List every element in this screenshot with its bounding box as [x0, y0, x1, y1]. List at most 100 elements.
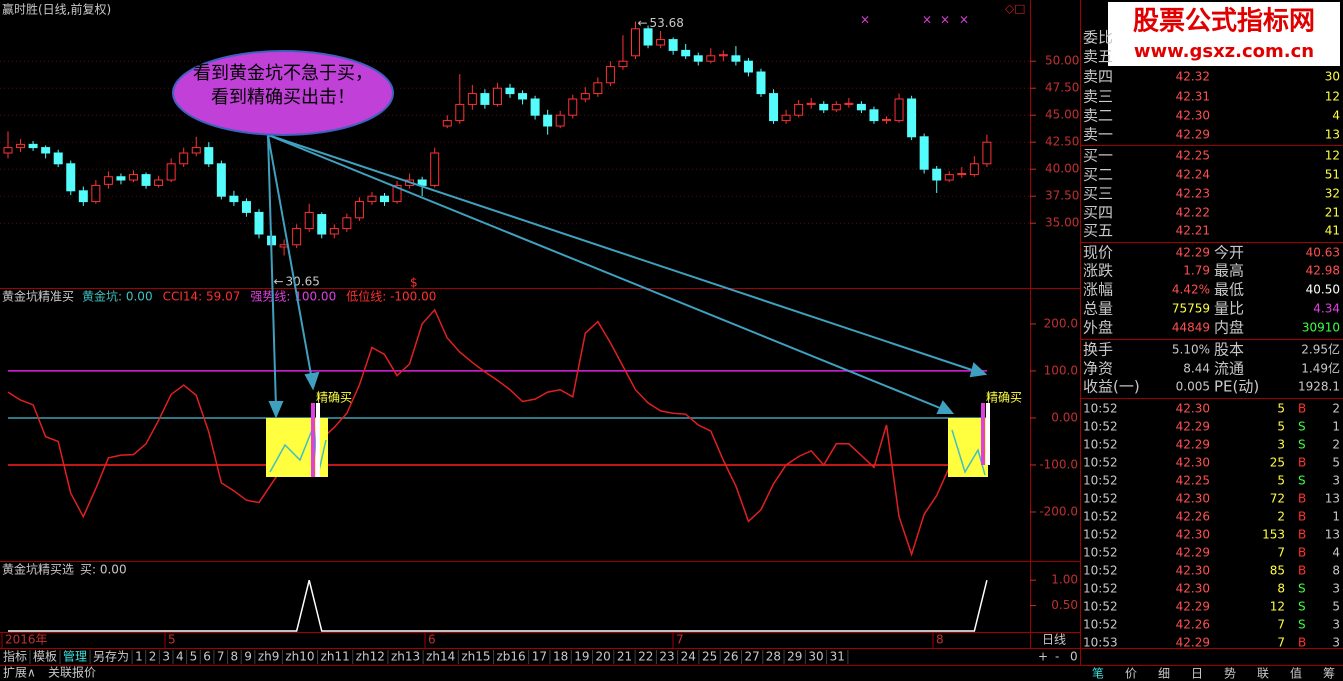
time-label: 5: [168, 633, 176, 647]
toolbar-tab[interactable]: 2: [149, 650, 157, 664]
candle-body: [467, 93, 477, 105]
toolbar-tab[interactable]: 19: [574, 650, 589, 664]
toolbar-tab[interactable]: 20: [596, 650, 611, 664]
toolbar-tab[interactable]: 23: [659, 650, 674, 664]
side-tab[interactable]: 日: [1191, 667, 1203, 681]
toolbar-tab[interactable]: zh11: [321, 650, 350, 664]
toolbar-tab[interactable]: zh15: [461, 650, 490, 664]
y-tick-label: 37.50: [1045, 189, 1079, 203]
candle-body: [455, 103, 465, 122]
window-icons[interactable]: ◇□: [1005, 2, 1026, 16]
trade-price: 42.30: [1176, 492, 1210, 506]
toolbar-tab[interactable]: 31: [830, 650, 845, 664]
toolbar-tab[interactable]: 22: [638, 650, 653, 664]
toolbar-button[interactable]: -: [1055, 650, 1059, 664]
trade-side: B: [1298, 528, 1306, 542]
book-price: 42.22: [1176, 206, 1210, 220]
trade-time: 10:53: [1083, 636, 1118, 650]
book-label: 卖四: [1083, 68, 1113, 86]
svg-text:×: ×: [860, 13, 870, 27]
toolbar-tab[interactable]: 7: [217, 650, 225, 664]
side-tab[interactable]: 价: [1125, 667, 1137, 681]
stat-label: 现价: [1083, 244, 1113, 262]
toolbar-tab[interactable]: 4: [176, 650, 184, 664]
toolbar-tab[interactable]: 18: [553, 650, 568, 664]
toolbar-tab[interactable]: 管理: [63, 649, 87, 664]
candle-body: [781, 114, 791, 122]
footer-tab[interactable]: 扩展∧: [3, 666, 36, 680]
period-label: 日线: [1042, 633, 1066, 647]
candle-body: [367, 195, 377, 203]
toolbar-tab[interactable]: zh12: [356, 650, 385, 664]
toolbar-tab[interactable]: 21: [617, 650, 632, 664]
watermark: 股票公式指标网: [1133, 7, 1315, 37]
toolbar-tab[interactable]: zh13: [391, 650, 420, 664]
candle-body: [53, 152, 63, 165]
candle-body: [743, 60, 753, 73]
toolbar-tab[interactable]: 25: [702, 650, 717, 664]
candle-body: [718, 54, 728, 57]
candle-body: [78, 190, 88, 203]
side-tab[interactable]: 笔: [1092, 666, 1104, 681]
toolbar-tab[interactable]: 模板: [33, 650, 57, 664]
trade-volume: 7: [1277, 546, 1285, 560]
toolbar-tab[interactable]: zh14: [426, 650, 455, 664]
candle-body: [116, 176, 126, 181]
callout-bubble: [172, 50, 394, 136]
candle-body: [129, 174, 138, 181]
toolbar-tab[interactable]: 6: [203, 650, 211, 664]
toolbar-tab[interactable]: 1: [135, 650, 143, 664]
trade-time: 10:52: [1083, 510, 1118, 524]
toolbar-tab[interactable]: 30: [808, 650, 823, 664]
trade-price: 42.30: [1176, 564, 1210, 578]
candle-body: [794, 103, 804, 116]
toolbar-tab[interactable]: zb16: [497, 650, 526, 664]
low-note: 30.65: [286, 275, 320, 289]
callout-text: 看到黄金坑不急于买，: [193, 63, 373, 84]
toolbar-tab[interactable]: 29: [787, 650, 802, 664]
candle-body: [681, 49, 691, 57]
trade-time: 10:52: [1083, 402, 1118, 416]
trade-time: 10:52: [1083, 546, 1118, 560]
candle-body: [492, 87, 502, 105]
toolbar-tab[interactable]: 3: [162, 650, 170, 664]
chart-title: 赢时胜(日线,前复权): [2, 2, 111, 17]
side-tab[interactable]: 值: [1290, 666, 1302, 681]
book-label: 卖五: [1083, 48, 1113, 66]
trade-side: B: [1298, 456, 1306, 470]
toolbar-tab[interactable]: 5: [190, 650, 198, 664]
toolbar-button[interactable]: +: [1038, 650, 1048, 664]
toolbar-tab[interactable]: 指标: [3, 649, 27, 664]
book-price: 42.32: [1176, 70, 1210, 84]
book-price: 42.31: [1176, 90, 1210, 104]
trade-count: 3: [1332, 582, 1340, 596]
side-tab[interactable]: 细: [1158, 667, 1170, 681]
toolbar-tab[interactable]: zh9: [258, 650, 280, 664]
trade-count: 13: [1325, 528, 1340, 542]
book-label: 卖三: [1083, 88, 1113, 106]
toolbar-tab[interactable]: 26: [723, 650, 738, 664]
trade-volume: 25: [1270, 456, 1285, 470]
toolbar-tab[interactable]: 24: [681, 650, 696, 664]
side-tab[interactable]: 势: [1224, 667, 1236, 681]
toolbar-tab[interactable]: 17: [532, 650, 547, 664]
marker: $: [410, 276, 418, 290]
trade-volume: 5: [1277, 420, 1285, 434]
toolbar-tab[interactable]: 8: [231, 650, 239, 664]
toolbar-tab[interactable]: 另存为: [93, 650, 129, 664]
side-tab[interactable]: 联: [1257, 667, 1269, 681]
footer-tab[interactable]: 关联报价: [48, 665, 96, 680]
high-arrow: ←: [638, 16, 648, 30]
candle-body: [241, 201, 251, 213]
candle-body: [831, 103, 841, 111]
toolbar-tab[interactable]: 28: [766, 650, 781, 664]
toolbar-tab[interactable]: 9: [244, 650, 252, 664]
toolbar-tab[interactable]: zh10: [285, 650, 314, 664]
stat-value: 40.50: [1306, 283, 1340, 297]
trade-count: 3: [1332, 618, 1340, 632]
toolbar-tab[interactable]: 27: [745, 650, 760, 664]
side-tab[interactable]: 筹: [1323, 667, 1335, 681]
trade-count: 13: [1325, 492, 1340, 506]
toolbar-button[interactable]: 0: [1070, 650, 1078, 664]
signal-line: [8, 579, 988, 632]
